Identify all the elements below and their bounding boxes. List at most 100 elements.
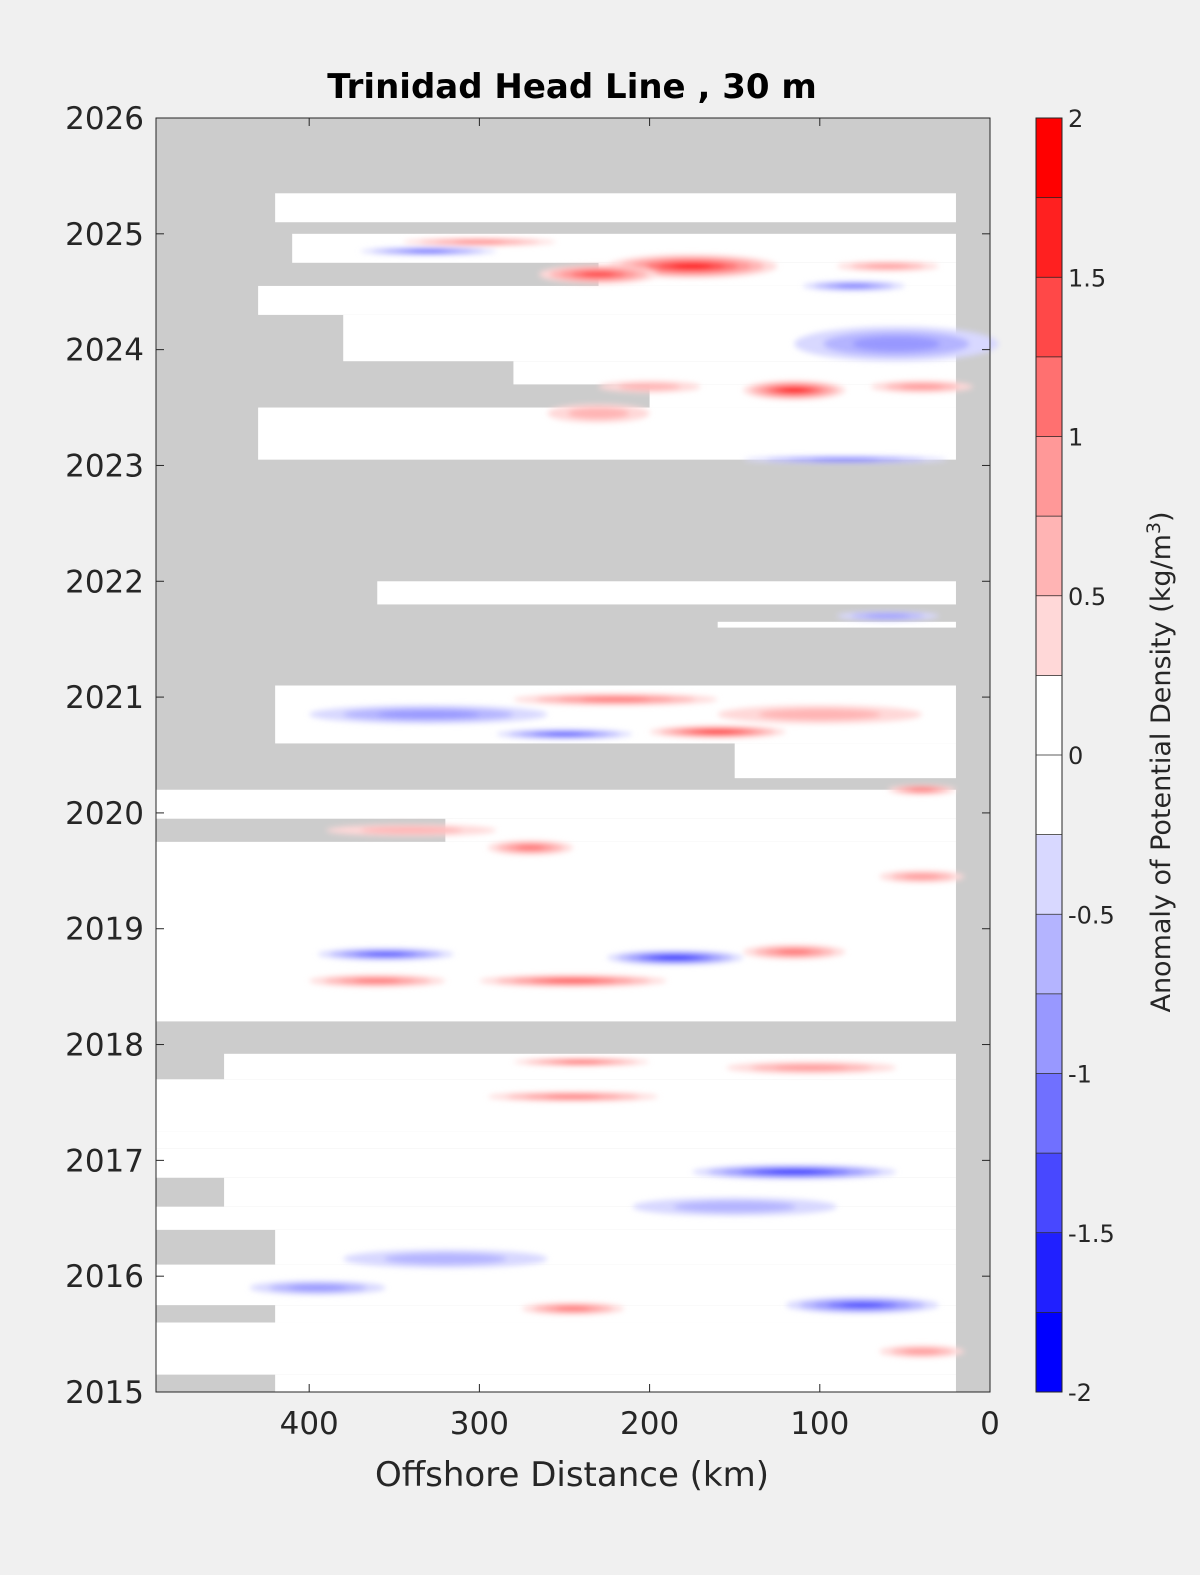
colorbar-tick-label: -2 — [1068, 1379, 1092, 1407]
anomaly-contour — [836, 284, 871, 288]
colorbar-segment — [1036, 356, 1062, 437]
anomaly-contour — [774, 1065, 848, 1071]
colorbar-segment — [1036, 1232, 1062, 1313]
y-tick-label: 2019 — [65, 912, 144, 948]
coverage-band — [156, 1206, 956, 1230]
anomaly-contour — [770, 1170, 818, 1174]
colorbar: 2 1.5 1 0.5 0 -0.5 -1 -1.5 -2 — [1035, 105, 1115, 1407]
coverage-band — [156, 1322, 956, 1375]
anomaly-contour — [516, 845, 545, 850]
colorbar-segment — [1036, 1312, 1062, 1393]
coverage-band — [224, 1177, 956, 1207]
coverage-band — [156, 1079, 956, 1132]
x-tick-label: 100 — [790, 1406, 849, 1442]
anomaly-contour — [701, 730, 734, 734]
chart-title: Trinidad Head Line , 30 m — [327, 67, 817, 107]
colorbar-segment — [1036, 277, 1062, 358]
anomaly-contour — [409, 249, 447, 253]
colorbar-tick-label: 1.5 — [1068, 264, 1106, 292]
anomaly-contour — [659, 956, 691, 960]
y-tick-label: 2023 — [65, 448, 144, 484]
anomaly-contour — [367, 952, 405, 956]
colorbar-label: Anomaly of Potential Density (kg/m3) — [1143, 511, 1177, 1012]
coverage-band — [156, 841, 956, 1022]
anomaly-contour — [453, 240, 505, 244]
x-tick-label: 200 — [620, 1406, 679, 1442]
colorbar-tick-label: -0.5 — [1068, 901, 1115, 929]
coverage-band — [275, 1305, 956, 1323]
colorbar-segment — [1036, 118, 1062, 199]
colorbar-segment — [1036, 516, 1062, 597]
anomaly-contour — [910, 788, 934, 792]
anomaly-contour — [354, 978, 400, 983]
x-tick-label: 300 — [450, 1406, 509, 1442]
anomaly-contour — [865, 264, 910, 269]
anomaly-contour — [903, 874, 941, 880]
colorbar-tick-label: -1.5 — [1068, 1220, 1115, 1248]
anomaly-contour — [865, 614, 910, 619]
anomaly-contour — [288, 1284, 347, 1291]
anomaly-contour — [545, 732, 584, 736]
coverage-band — [156, 1131, 956, 1149]
x-axis-label: Offshore Distance (km) — [375, 1455, 769, 1495]
anomaly-contour — [377, 710, 480, 719]
axes-frame — [155, 117, 991, 1393]
anomaly-contour — [811, 458, 880, 462]
x-tick-label: 400 — [280, 1406, 339, 1442]
anomaly-contour — [384, 1253, 507, 1265]
anomaly-contour — [567, 407, 630, 419]
y-tick-label: 2024 — [65, 333, 144, 369]
plot-area — [156, 118, 999, 1392]
coverage-band — [156, 789, 956, 819]
coverage-band — [734, 743, 956, 779]
anomaly-contour — [841, 1302, 884, 1308]
colorbar-tick-label: 0 — [1068, 742, 1083, 770]
anomaly-contour — [672, 263, 712, 269]
y-tick-label: 2021 — [65, 680, 144, 716]
anomaly-contour — [582, 271, 615, 277]
anomaly-contour — [852, 336, 941, 352]
y-tick-label: 2020 — [65, 796, 144, 832]
y-tick-label: 2016 — [65, 1259, 144, 1295]
colorbar-segment — [1036, 1073, 1062, 1154]
colorbar-segment — [1036, 1153, 1062, 1234]
anomaly-contour — [900, 384, 944, 390]
coverage-band — [445, 818, 956, 842]
anomaly-contour — [903, 1348, 941, 1354]
anomaly-contour — [547, 979, 599, 983]
colorbar-segment — [1036, 993, 1062, 1074]
y-tick-label: 2026 — [65, 101, 144, 137]
colorbar-tick-label: -1 — [1068, 1061, 1092, 1089]
colorbar-segment — [1036, 675, 1062, 756]
coverage-band — [275, 193, 956, 223]
anomaly-features — [249, 238, 999, 1358]
colorbar-segment — [1036, 595, 1062, 676]
y-tick-label: 2018 — [65, 1028, 144, 1064]
colorbar-segment — [1036, 436, 1062, 517]
coverage-band — [513, 361, 956, 385]
anomaly-contour — [782, 388, 807, 393]
colorbar-segment — [1036, 914, 1062, 995]
anomaly-contour — [562, 1060, 601, 1064]
colorbar-segment — [1036, 755, 1062, 836]
coverage-band — [275, 1374, 956, 1392]
x-tick-label: 0 — [980, 1406, 1000, 1442]
anomaly-contour — [673, 1201, 796, 1213]
colorbar-segment — [1036, 197, 1062, 278]
anomaly-contour — [544, 1095, 602, 1099]
coverage-band — [717, 621, 956, 628]
axes: 400 300 200 100 0 2015 2016 2017 2018 2019 2020 202… — [65, 101, 1000, 1442]
anomaly-contour — [581, 697, 650, 702]
anomaly-contour — [360, 826, 463, 834]
coverage-band — [377, 581, 956, 605]
anomaly-contour — [618, 383, 681, 391]
colorbar-tick-label: 0.5 — [1068, 583, 1106, 611]
colorbar-tick-label: 2 — [1068, 105, 1083, 133]
anomaly-contour — [777, 949, 812, 955]
colorbar-segment — [1036, 834, 1062, 915]
anomaly-contour — [555, 1306, 591, 1311]
anomaly-contour — [758, 708, 882, 721]
colorbar-tick-label: 1 — [1068, 424, 1083, 452]
colorbar-frame — [1035, 117, 1063, 1393]
